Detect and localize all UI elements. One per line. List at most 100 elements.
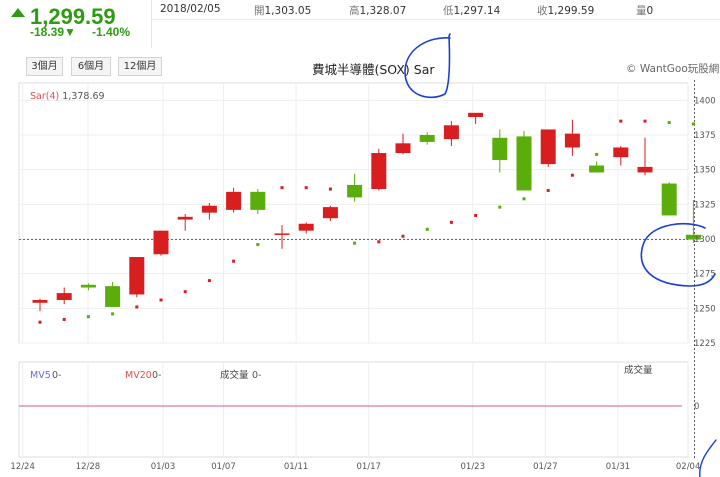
x-tick-label: 01/03 xyxy=(151,462,176,472)
x-tick-label: 01/07 xyxy=(211,462,236,472)
sar-dot xyxy=(111,312,115,316)
range-6m-button[interactable]: 6個月 xyxy=(71,57,111,76)
sar-dot xyxy=(159,298,163,302)
sar-dots xyxy=(38,119,695,324)
candle-body xyxy=(347,184,363,198)
x-tick-label: 12/28 xyxy=(76,462,101,472)
x-tick-label: 01/17 xyxy=(356,462,381,472)
sar-dot xyxy=(183,290,187,294)
y-tick-label: 1325 xyxy=(694,200,716,210)
sar-value: 1,378.69 xyxy=(62,91,105,102)
sar-dot xyxy=(425,227,429,231)
price-panel: 1,299.59 -18.39▼ -1.40% xyxy=(0,0,152,48)
quote-bar: 2018/02/05 開1,303.05 高1,328.07 低1,297.14… xyxy=(152,0,720,20)
candle-body xyxy=(685,234,701,240)
quote-volume: 量0 xyxy=(636,5,654,17)
candle-body xyxy=(589,165,605,173)
sar-dot xyxy=(353,241,357,245)
candle-body xyxy=(637,166,653,173)
candle-body xyxy=(298,223,314,231)
sar-dot xyxy=(401,234,405,238)
chart-title: 費城半導體(SOX) Sar xyxy=(312,62,435,77)
trend-arrow-icon xyxy=(11,8,25,17)
x-tick-label: 01/23 xyxy=(461,462,486,472)
y-tick-label: 1300 xyxy=(694,235,716,245)
sar-legend: Sar(4) 1,378.69 xyxy=(30,91,105,102)
annotation-circle-title xyxy=(404,33,451,99)
candle-body xyxy=(105,286,121,307)
sar-dot xyxy=(256,243,260,247)
volume-legend: 成交量 xyxy=(220,369,249,381)
annotations xyxy=(404,33,717,477)
mv5-legend: MV5 xyxy=(30,370,51,381)
sar-label: Sar(4) xyxy=(30,91,60,102)
y-tick-label: 1350 xyxy=(694,166,716,176)
sar-dot xyxy=(546,188,550,192)
candle-body xyxy=(468,112,484,117)
range-12m-button[interactable]: 12個月 xyxy=(118,57,162,76)
y-tick-label: 1375 xyxy=(694,131,716,141)
y-tick-label: 1225 xyxy=(694,339,716,349)
sar-dot xyxy=(474,213,478,217)
sar-dot xyxy=(304,186,308,190)
sar-dot xyxy=(377,240,381,244)
candle-body xyxy=(371,153,387,190)
quote-date: 2018/02/05 xyxy=(160,3,221,15)
sar-dot xyxy=(232,259,236,263)
candle-body xyxy=(250,191,266,210)
volume-value: 0- xyxy=(252,370,261,381)
sar-dot xyxy=(86,315,90,319)
volume-zero-tick: 0 xyxy=(694,402,699,412)
candle-body xyxy=(129,257,145,295)
candle-body xyxy=(395,143,411,154)
range-3m-button[interactable]: 3個月 xyxy=(26,57,63,76)
sar-dot xyxy=(570,173,574,177)
quote-low: 低1,297.14 xyxy=(443,5,501,17)
candle-body xyxy=(443,125,459,140)
candle-body xyxy=(56,293,72,301)
candle-body xyxy=(419,135,435,142)
sar-dot xyxy=(498,205,502,209)
sar-dot xyxy=(619,119,623,123)
mv20-legend: MV20 xyxy=(125,370,152,381)
annotation-circle-last-candle xyxy=(640,222,716,287)
sar-dot xyxy=(643,119,647,123)
volume-panel-frame xyxy=(18,361,689,458)
y-axis: 1225 1250 1275 1300 1325 1350 1375 1400 xyxy=(694,96,716,349)
sar-dot xyxy=(667,121,671,125)
x-axis: 12/24 12/28 01/03 01/07 01/11 01/17 01/23 01/27… xyxy=(10,462,700,472)
sar-dot xyxy=(280,186,284,190)
candle-body xyxy=(80,284,96,288)
candles xyxy=(32,112,701,312)
price-change-pct: -1.40% xyxy=(92,25,131,39)
annotation-stroke-corner xyxy=(699,439,717,477)
candle-body xyxy=(661,183,677,216)
change-value: -18.39 xyxy=(30,25,65,39)
x-tick-label: 02/04 xyxy=(676,462,701,472)
candle-body xyxy=(177,216,193,220)
quote-close: 收1,299.59 xyxy=(537,5,595,17)
y-tick-label: 1250 xyxy=(694,304,716,314)
sar-dot xyxy=(135,305,139,309)
candle-body xyxy=(32,300,48,303)
y-tick-label: 1275 xyxy=(694,270,716,280)
candle-body xyxy=(226,191,242,210)
down-triangle-icon: ▼ xyxy=(64,25,76,39)
x-tick-label: 01/11 xyxy=(284,462,309,472)
candle-body xyxy=(322,207,338,219)
sar-dot xyxy=(62,317,66,321)
sar-dot xyxy=(595,152,599,156)
sar-dot xyxy=(522,197,526,201)
grid xyxy=(18,80,695,460)
price-change: -18.39▼ xyxy=(30,25,76,39)
candle-body xyxy=(492,137,508,160)
candle-body xyxy=(201,205,217,213)
x-tick-label: 12/24 xyxy=(10,462,35,472)
candle-body xyxy=(540,129,556,165)
mv5-value: 0- xyxy=(52,370,61,381)
candle-body xyxy=(564,133,580,148)
sar-dot xyxy=(207,279,211,283)
candle-body xyxy=(153,230,169,255)
